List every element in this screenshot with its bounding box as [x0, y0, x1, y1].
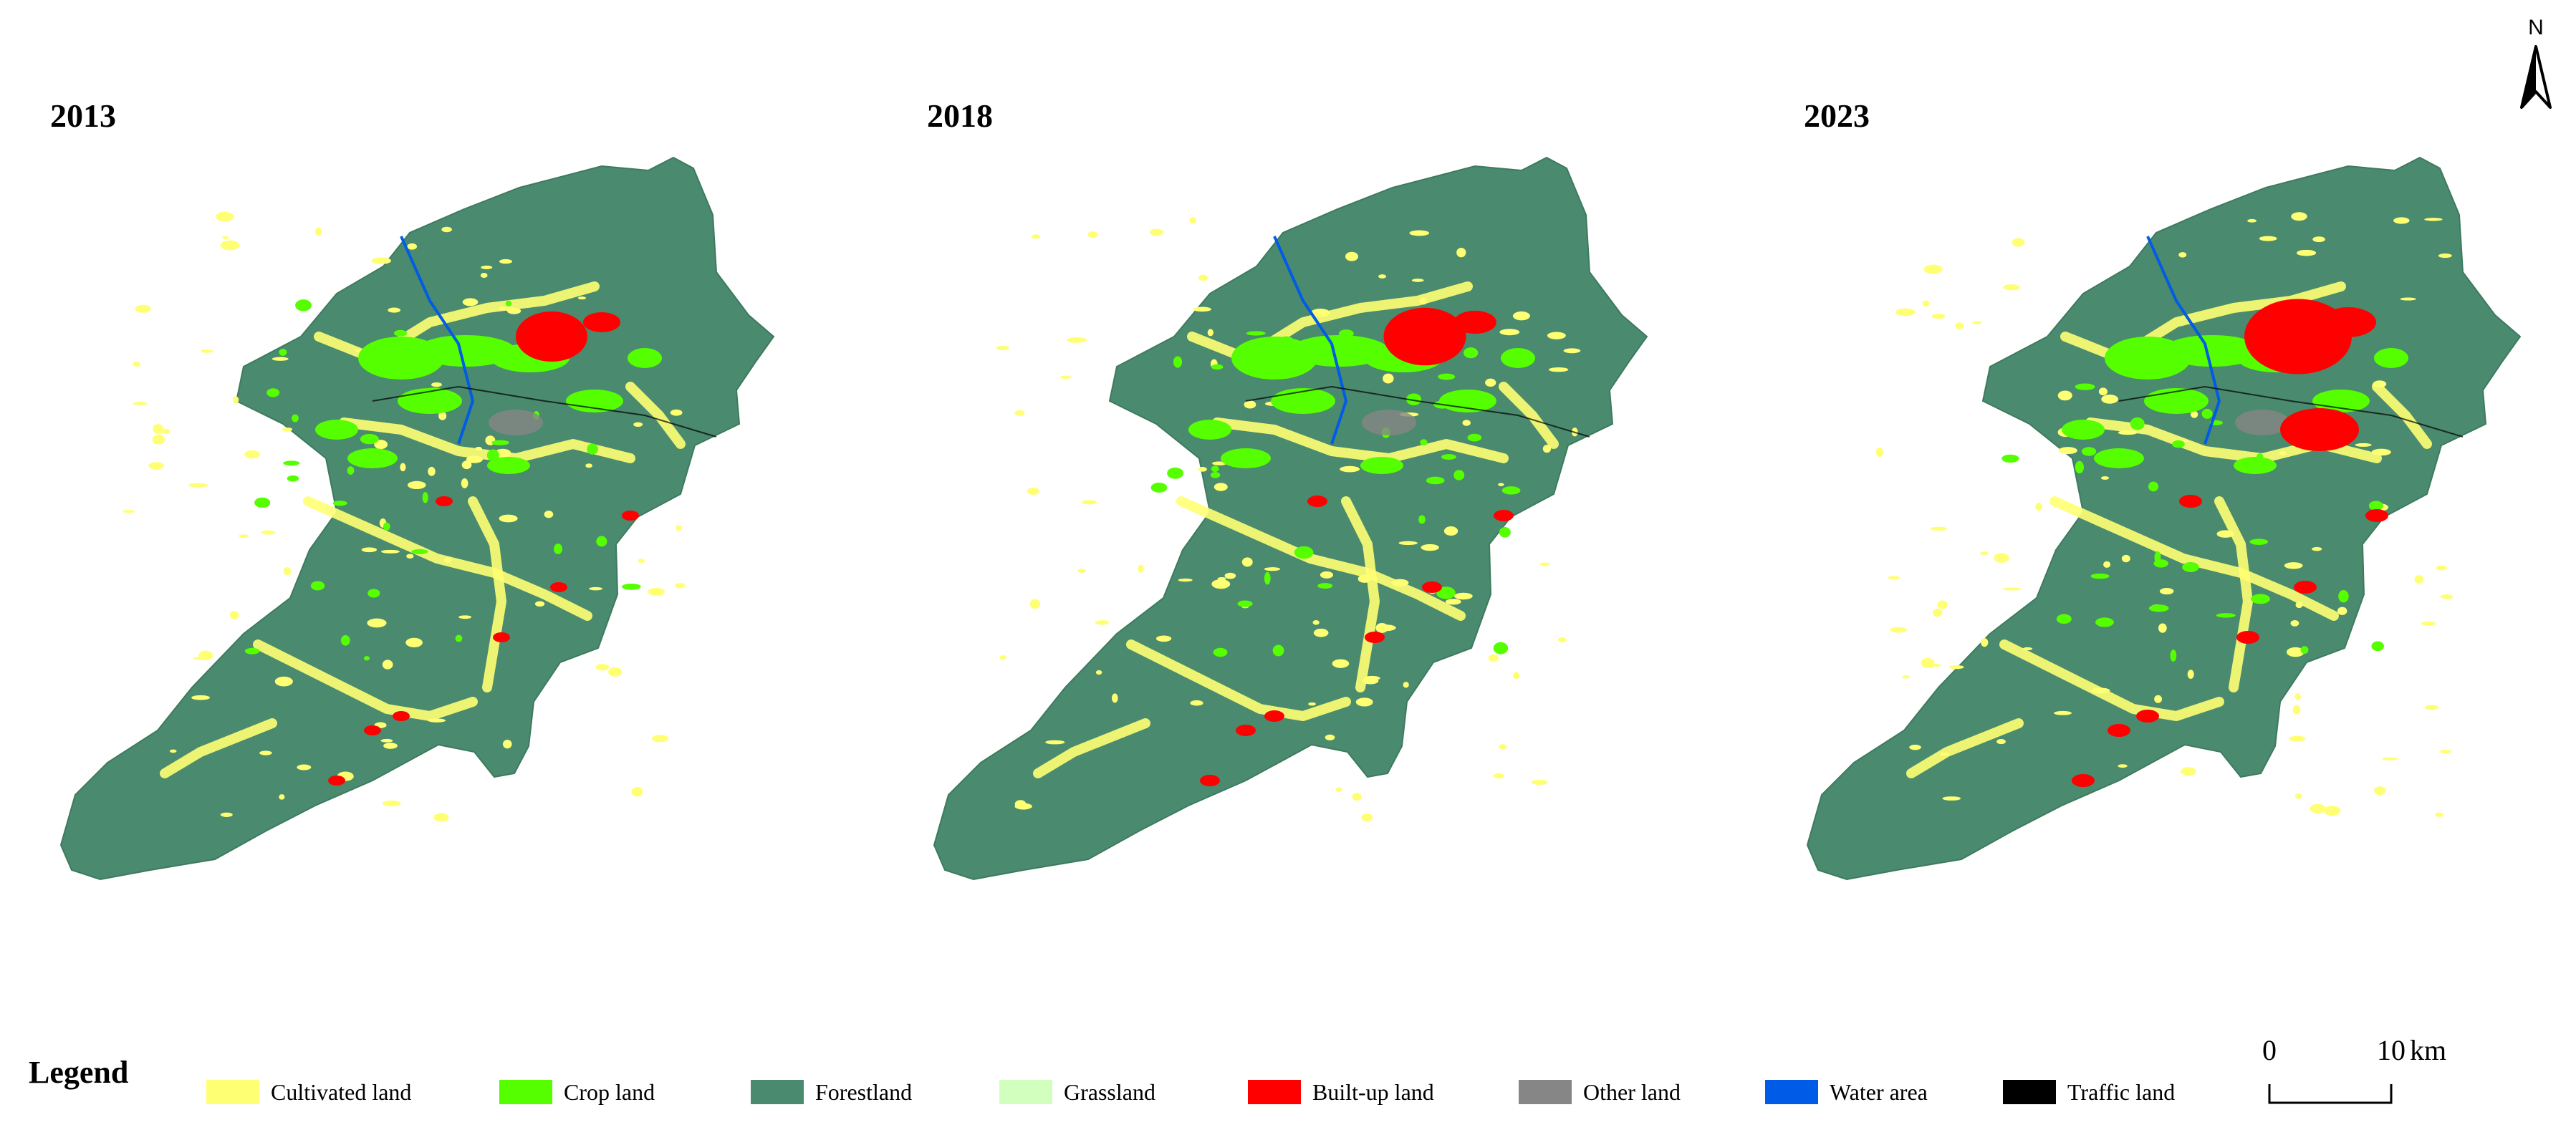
legend: Legend Cultivated land Crop land Forestl… — [0, 1031, 2576, 1131]
legend-swatch — [751, 1080, 804, 1104]
legend-swatch — [1248, 1080, 1301, 1104]
land-use-map — [933, 156, 1648, 881]
land-use-map — [59, 156, 775, 881]
legend-item-forestland: Forestland — [751, 1074, 912, 1110]
scale-bar-unit: km — [2410, 1034, 2446, 1066]
legend-label: Grassland — [1064, 1078, 1155, 1105]
legend-label: Crop land — [564, 1078, 655, 1105]
scale-bar: 0 10 km — [2235, 1031, 2479, 1131]
map-panel-2018: 2018 — [859, 0, 1718, 1017]
legend-swatch — [499, 1080, 552, 1104]
scale-bar-line — [2268, 1084, 2393, 1104]
legend-item-grassland: Grassland — [999, 1074, 1155, 1110]
scale-bar-start: 0 — [2262, 1034, 2277, 1066]
legend-item-cultivated-land: Cultivated land — [206, 1074, 411, 1110]
legend-item-built-up-land: Built-up land — [1248, 1074, 1434, 1110]
year-label: 2018 — [927, 97, 993, 134]
year-label: 2013 — [50, 97, 116, 134]
legend-label: Traffic land — [2067, 1078, 2176, 1105]
map-panel-2013: 2013 — [0, 0, 859, 1017]
north-arrow-label: N — [2528, 16, 2544, 39]
land-use-map — [1806, 156, 2522, 881]
legend-swatch — [1519, 1080, 1572, 1104]
legend-label: Water area — [1830, 1078, 1928, 1105]
legend-item-traffic-land: Traffic land — [2003, 1074, 2175, 1110]
legend-swatch — [1765, 1080, 1818, 1104]
legend-swatch — [206, 1080, 259, 1104]
scale-bar-end: 10 — [2377, 1034, 2406, 1066]
legend-item-water-area: Water area — [1765, 1074, 1928, 1110]
year-label: 2023 — [1804, 97, 1870, 134]
legend-label: Built-up land — [1312, 1078, 1434, 1105]
legend-label: Other land — [1583, 1078, 1681, 1105]
legend-label: Cultivated land — [271, 1078, 412, 1105]
legend-item-other-land: Other land — [1519, 1074, 1681, 1110]
legend-title: Legend — [29, 1055, 129, 1090]
legend-swatch — [2003, 1080, 2056, 1104]
legend-swatch — [999, 1080, 1052, 1104]
legend-label: Forestland — [815, 1078, 913, 1105]
legend-item-crop-land: Crop land — [499, 1074, 655, 1110]
map-panel-2023: 2023 — [1718, 0, 2576, 1017]
north-arrow: N — [2507, 7, 2565, 115]
